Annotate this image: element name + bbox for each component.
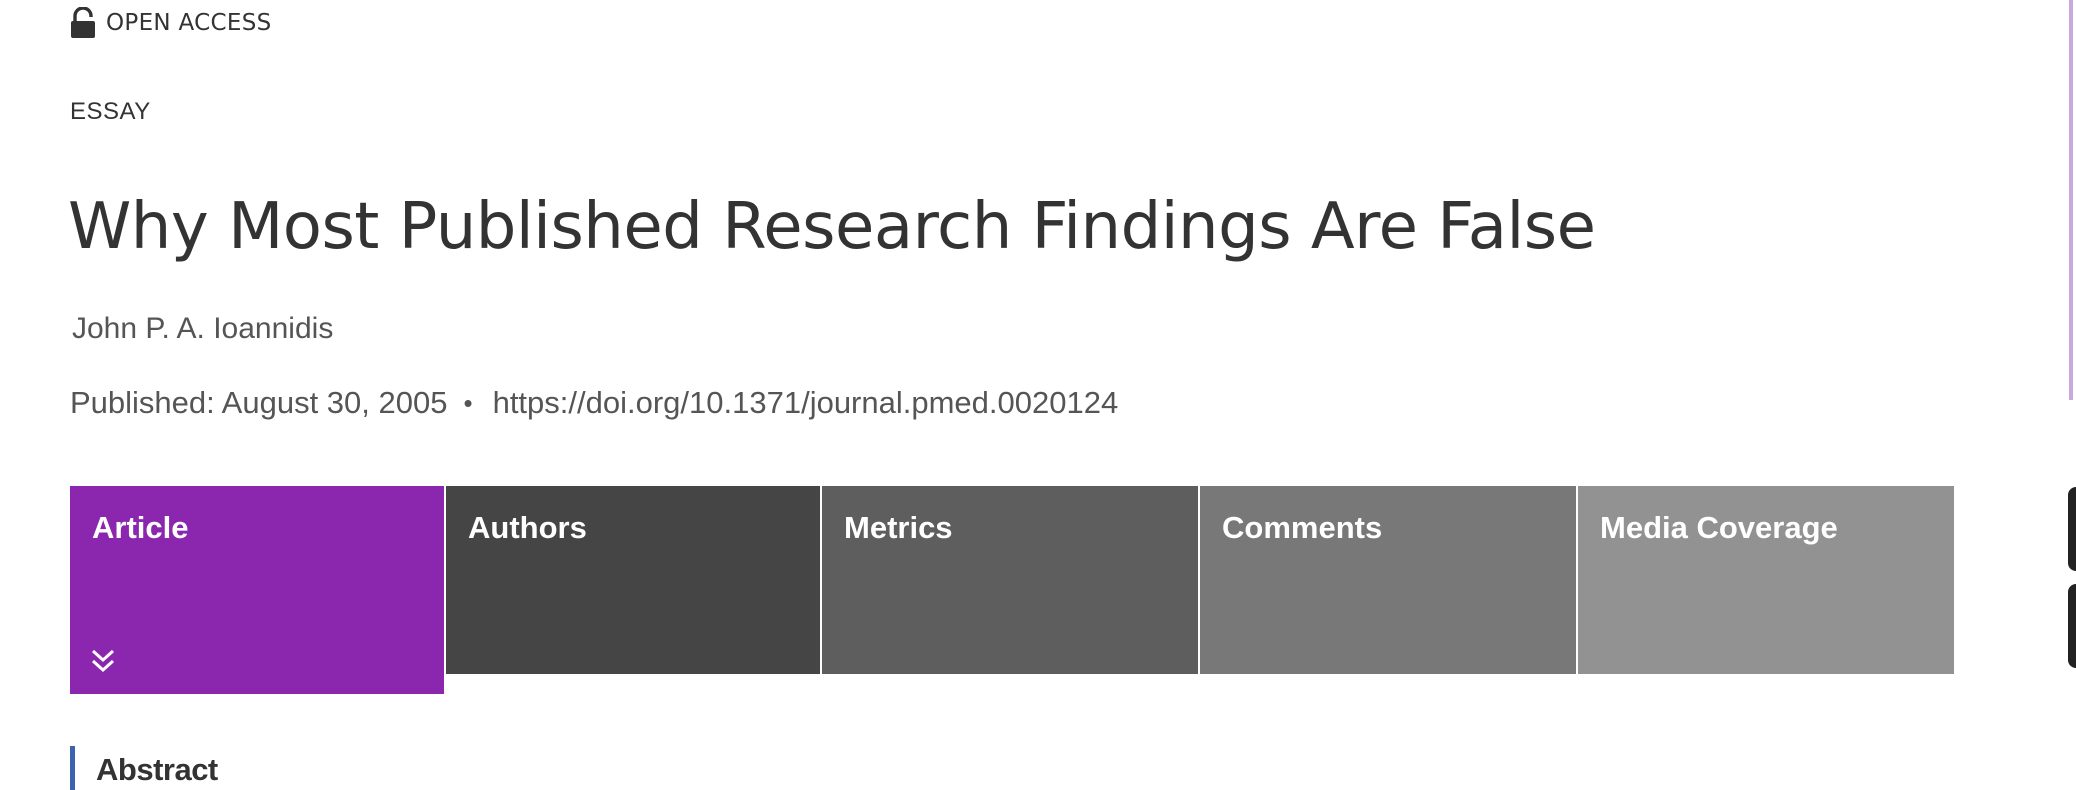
abstract-section-bar <box>70 746 75 790</box>
tab-authors-label: Authors <box>468 510 587 545</box>
tab-article[interactable]: Article <box>70 486 444 694</box>
article-tabs: Article Authors Metrics Comments Media C… <box>70 486 1954 694</box>
double-chevron-down-icon[interactable] <box>90 648 116 674</box>
author-link[interactable]: John P. A. Ioannidis <box>72 312 334 345</box>
tab-metrics-label: Metrics <box>844 510 953 545</box>
open-access-label: OPEN ACCESS <box>106 10 272 36</box>
abstract-heading: Abstract <box>96 752 218 787</box>
article-title: Why Most Published Research Findings Are… <box>68 190 1596 264</box>
tab-authors[interactable]: Authors <box>446 486 820 674</box>
floating-side-button-2[interactable] <box>2068 584 2076 668</box>
tab-comments[interactable]: Comments <box>1200 486 1576 674</box>
article-type-label: ESSAY <box>70 98 151 125</box>
published-date: Published: August 30, 2005 <box>70 385 448 420</box>
doi-link[interactable]: https://doi.org/10.1371/journal.pmed.002… <box>492 385 1119 420</box>
floating-side-button-1[interactable] <box>2068 487 2076 571</box>
tab-media-coverage[interactable]: Media Coverage <box>1578 486 1954 674</box>
tab-media-coverage-label: Media Coverage <box>1600 510 1838 545</box>
unlocked-lock-icon <box>71 7 95 38</box>
separator-dot: • <box>463 387 473 418</box>
tab-article-label: Article <box>92 510 189 545</box>
publication-info: Published: August 30, 2005 • https://doi… <box>70 385 1118 421</box>
tab-metrics[interactable]: Metrics <box>822 486 1198 674</box>
tab-comments-label: Comments <box>1222 510 1383 545</box>
scrollbar-thumb[interactable] <box>2069 0 2073 400</box>
open-access-badge: OPEN ACCESS <box>70 6 272 40</box>
